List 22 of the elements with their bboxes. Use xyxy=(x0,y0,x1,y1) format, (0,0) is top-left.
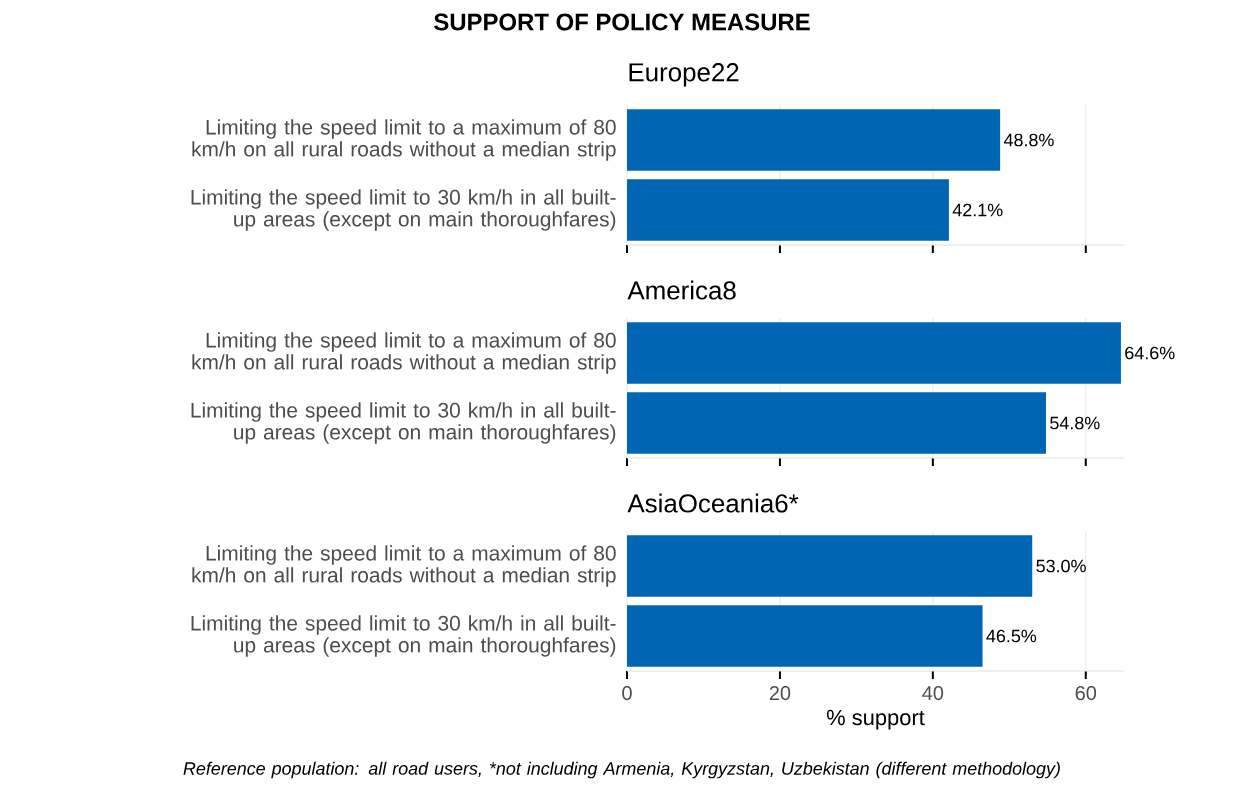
text: Reference population: all road users, *not including Armenia, Kyrgyzstan, Uzbekistan (different methodology) xyxy=(183,761,1060,779)
y-tick-label: Limiting the speed limit to 30 km/h in all built-up areas (except on main thoroughfares) xyxy=(191,189,616,231)
data-label: 64.6% xyxy=(1125,346,1175,360)
x-tick-label: 60 xyxy=(1075,686,1097,701)
chart-title: SUPPORT OF POLICY MEASURE xyxy=(434,13,810,31)
data-label: 48.8% xyxy=(1003,133,1054,147)
chart-subtitle: AsiaOceania6* xyxy=(627,493,799,513)
data-label: 46.5% xyxy=(986,629,1037,643)
y-tick-label: Limiting the speed limit to 30 km/h in all built-up areas (except on main thoroughfares) xyxy=(191,615,616,657)
y-tick-label: Limiting the speed limit to a maximum of 80 km/h on all rural roads without a median strip xyxy=(192,332,616,374)
data-label: 53.0% xyxy=(1036,559,1086,573)
chart-subtitle: Europe22 xyxy=(629,63,739,87)
x-tick-label: 20 xyxy=(769,686,791,701)
chart-subtitle: America8 xyxy=(627,280,736,300)
data-label: 42.1% xyxy=(952,203,1003,217)
y-tick-label: Limiting the speed limit to 30 km/h in all built-up areas (except on main thoroughfares) xyxy=(191,402,616,444)
data-label: 54.8% xyxy=(1050,416,1100,430)
x-tick-label: 0 xyxy=(622,686,632,701)
x-tick-label: 40 xyxy=(922,686,944,701)
x-axis-title: % support xyxy=(826,709,925,730)
y-tick-label: Limiting the speed limit to a maximum of 80 km/h on all rural roads without a median strip xyxy=(192,119,616,161)
y-tick-label: Limiting the speed limit to a maximum of 80 km/h on all rural roads without a median strip xyxy=(192,545,616,587)
